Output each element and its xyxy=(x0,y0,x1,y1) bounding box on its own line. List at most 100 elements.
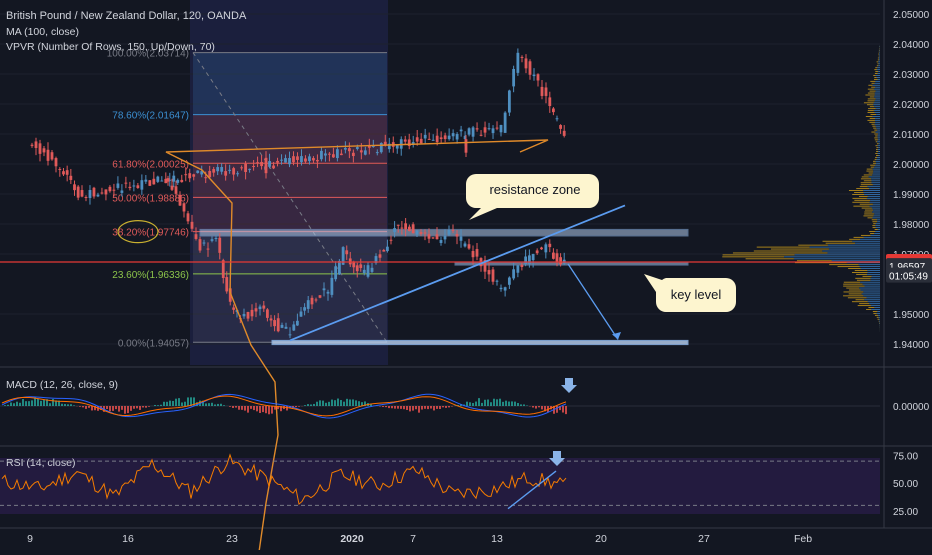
vpvr-up-bar xyxy=(867,274,880,275)
vpvr-down-bar xyxy=(849,293,862,294)
vpvr-down-bar xyxy=(855,278,870,279)
macd-hist-bar xyxy=(157,405,159,406)
vpvr-down-bar xyxy=(868,110,874,111)
vpvr-down-bar xyxy=(860,186,868,187)
vpvr-up-bar xyxy=(876,163,880,164)
macd-hist-bar xyxy=(259,406,261,413)
vpvr-down-bar xyxy=(859,303,869,304)
candle-body xyxy=(464,244,467,247)
candle-body xyxy=(536,250,539,253)
candle-body xyxy=(152,179,155,185)
vpvr-down-bar xyxy=(871,124,874,125)
vpvr-down-bar xyxy=(861,184,873,185)
candle-body xyxy=(251,310,254,316)
macd-hist-bar xyxy=(52,399,54,406)
candle-body xyxy=(39,143,42,154)
vpvr-down-bar xyxy=(867,217,872,218)
macd-hist-bar xyxy=(130,406,132,411)
candle-body xyxy=(424,135,427,139)
vpvr-up-bar xyxy=(869,176,880,177)
vpvr-up-bar xyxy=(784,256,880,257)
vpvr-down-bar xyxy=(873,223,876,224)
candle-body xyxy=(256,162,259,163)
rsi-title[interactable]: RSI (14, close) xyxy=(6,457,75,469)
vpvr-down-bar xyxy=(869,122,875,123)
macd-title[interactable]: MACD (12, 26, close, 9) xyxy=(6,379,118,391)
candle-body xyxy=(270,318,273,320)
vpvr-up-bar xyxy=(878,137,880,138)
vpvr-down-bar xyxy=(866,116,873,117)
candle-body xyxy=(344,148,347,150)
vpvr-down-bar xyxy=(754,251,822,252)
vpvr-down-bar xyxy=(872,221,877,222)
macd-hist-bar xyxy=(469,402,471,406)
candle-body xyxy=(212,169,215,173)
macd-hist-bar xyxy=(400,406,402,409)
macd-hist-bar xyxy=(253,406,255,410)
indicator-ma-label[interactable]: MA (100, close) xyxy=(6,26,79,38)
macd-hist-bar xyxy=(427,406,429,409)
vpvr-down-bar xyxy=(875,157,877,158)
candle-body xyxy=(352,262,355,268)
vpvr-down-bar xyxy=(870,114,876,115)
macd-hist-bar xyxy=(217,404,219,406)
macd-hist-bar xyxy=(127,406,129,413)
candle-body xyxy=(228,170,231,171)
vpvr-down-bar xyxy=(849,239,860,240)
macd-hist-bar xyxy=(256,406,258,411)
candle-body xyxy=(496,281,499,282)
candle-body xyxy=(512,69,515,86)
vpvr-down-bar xyxy=(843,284,862,285)
candle-body xyxy=(360,150,363,152)
fib-level-label: 0.00%(1.94057) xyxy=(118,338,189,349)
vpvr-up-bar xyxy=(873,169,880,170)
candle-body xyxy=(192,174,195,176)
vpvr-up-bar xyxy=(873,85,880,86)
macd-hist-bar xyxy=(538,406,540,407)
vpvr-up-bar xyxy=(876,91,880,92)
candle-body xyxy=(367,265,370,277)
price-tick-label: 1.98000 xyxy=(893,220,930,231)
time-tick-label: 9 xyxy=(27,533,33,545)
vpvr-up-bar xyxy=(877,311,880,312)
candle-body xyxy=(440,137,443,139)
vpvr-up-bar xyxy=(860,282,880,283)
candle-body xyxy=(382,250,385,252)
candle-body xyxy=(488,128,491,129)
macd-hist-bar xyxy=(64,404,66,406)
vpvr-down-bar xyxy=(870,81,875,82)
macd-hist-bar xyxy=(466,402,468,406)
candle-body xyxy=(128,187,131,188)
vpvr-down-bar xyxy=(854,237,864,238)
macd-hist-bar xyxy=(187,397,189,406)
vpvr-down-bar xyxy=(873,161,876,162)
candle-body xyxy=(296,156,299,160)
candle-body xyxy=(300,156,303,162)
symbol-title[interactable]: British Pound / New Zealand Dollar, 120,… xyxy=(6,10,247,22)
vpvr-up-bar xyxy=(873,215,880,216)
macd-hist-bar xyxy=(535,406,537,409)
vpvr-down-bar xyxy=(876,155,879,156)
vpvr-down-bar xyxy=(873,128,876,129)
time-tick-label: Feb xyxy=(794,533,812,545)
candle-body xyxy=(144,180,147,182)
macd-hist-bar xyxy=(505,401,507,406)
macd-hist-bar xyxy=(73,405,75,406)
candle-body xyxy=(393,228,396,232)
candle-body xyxy=(508,90,511,112)
macd-hist-bar xyxy=(304,405,306,406)
candle-body xyxy=(225,277,228,291)
indicator-vpvr-label[interactable]: VPVR (Number Of Rows, 150, Up/Down, 70) xyxy=(6,41,215,53)
candle-body xyxy=(156,177,159,182)
candle-body xyxy=(456,134,459,139)
vpvr-up-bar xyxy=(871,235,880,236)
macd-hist-bar xyxy=(481,403,483,406)
candle-body xyxy=(316,160,319,161)
candle-body xyxy=(211,239,214,241)
vpvr-up-bar xyxy=(871,278,880,279)
vpvr-up-bar xyxy=(879,59,880,60)
macd-hist-bar xyxy=(511,401,513,406)
vpvr-up-bar xyxy=(878,136,880,137)
